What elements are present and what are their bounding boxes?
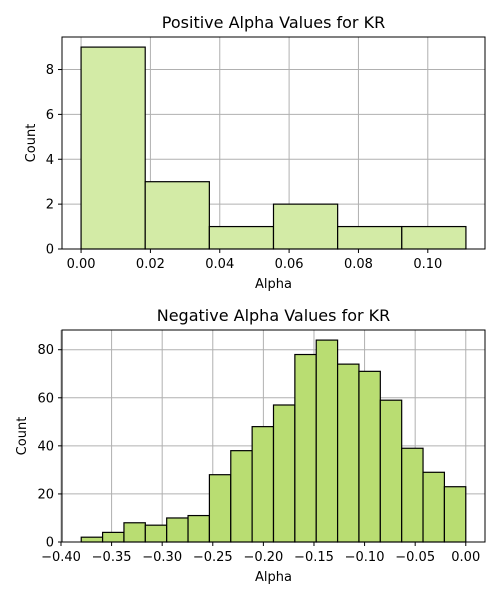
histogram-bar — [80, 536, 104, 543]
x-tick-label: −0.20 — [243, 550, 283, 565]
x-tick-label: −0.35 — [92, 550, 132, 565]
chart-title: Negative Alpha Values for KR — [157, 306, 391, 325]
histogram-bar — [144, 181, 210, 250]
histogram-bar — [187, 514, 211, 543]
x-axis-label: Alpha — [255, 570, 292, 585]
y-tick-label: 20 — [37, 487, 54, 502]
y-tick-label: 40 — [37, 439, 54, 454]
y-axis-label: Count — [15, 417, 30, 456]
histogram-bar — [358, 370, 381, 543]
x-tick-label: −0.40 — [41, 550, 81, 565]
x-tick-label: 0.02 — [136, 257, 165, 272]
histogram-bar — [272, 404, 296, 543]
y-tick-label: 4 — [46, 153, 54, 168]
histogram-bar — [336, 363, 360, 543]
y-tick-label: 8 — [46, 63, 54, 78]
plot-frame — [61, 36, 486, 250]
histogram-bar — [422, 471, 446, 543]
histogram-bar — [443, 486, 467, 543]
histogram-bar — [123, 522, 146, 543]
x-tick-label: 0.06 — [275, 257, 304, 272]
y-tick-label: 6 — [46, 108, 54, 123]
histogram-bar — [401, 225, 467, 250]
histogram-bar — [230, 450, 253, 543]
histogram-bar — [272, 203, 339, 250]
x-tick-label: 0.04 — [205, 257, 234, 272]
histogram-bar — [315, 339, 339, 543]
y-tick-label: 60 — [37, 391, 54, 406]
x-tick-label: −0.30 — [142, 550, 182, 565]
x-tick-label: −0.25 — [193, 550, 233, 565]
y-axis-label: Count — [24, 124, 39, 163]
histogram-bar — [401, 447, 424, 543]
x-tick-label: −0.05 — [395, 550, 435, 565]
histogram-bar — [294, 353, 317, 543]
x-tick-label: 0.10 — [413, 257, 442, 272]
y-tick-label: 80 — [37, 343, 54, 358]
y-tick-label: 0 — [46, 243, 54, 258]
histogram-bar — [208, 474, 232, 543]
histogram-bar — [101, 531, 125, 543]
x-axis-label: Alpha — [255, 277, 292, 292]
histogram-bar — [337, 225, 403, 250]
positive-alpha-histogram: 0.00 0.02 0.04 0.06 0.08 0.10 0 2 4 6 8 Positive Al… — [24, 13, 486, 292]
histogram-bar — [208, 225, 275, 250]
y-tick-label: 2 — [46, 198, 54, 213]
chart-title: Positive Alpha Values for KR — [162, 13, 385, 32]
histogram-bar — [251, 426, 275, 543]
histogram-bar — [379, 399, 403, 543]
histogram-bar — [166, 517, 189, 543]
histogram-bar — [144, 524, 168, 543]
plot-frame — [61, 329, 486, 543]
y-tick-label: 0 — [46, 536, 54, 551]
x-tick-label: 0.08 — [344, 257, 373, 272]
x-tick-label: 0.00 — [67, 257, 96, 272]
negative-alpha-histogram: −0.40 −0.35 −0.30 −0.25 −0.20 −0.15 −0.10 −0.05… — [15, 306, 486, 585]
x-tick-label: 0.00 — [451, 550, 480, 565]
x-tick-label: −0.10 — [345, 550, 385, 565]
histogram-bar — [80, 46, 146, 250]
x-tick-label: −0.15 — [294, 550, 334, 565]
